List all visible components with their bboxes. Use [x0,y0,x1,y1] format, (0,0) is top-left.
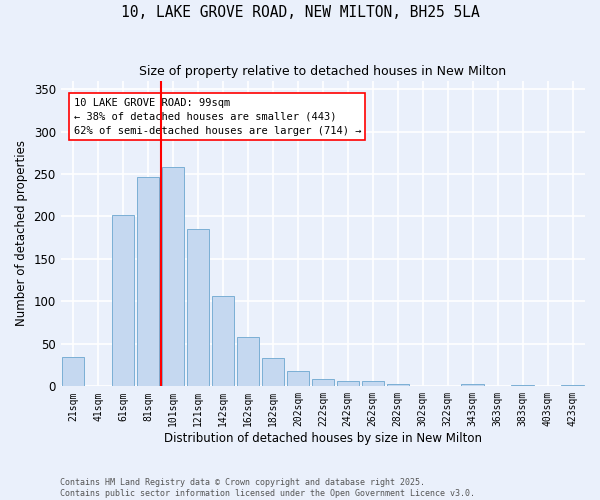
Text: 10, LAKE GROVE ROAD, NEW MILTON, BH25 5LA: 10, LAKE GROVE ROAD, NEW MILTON, BH25 5L… [121,5,479,20]
Bar [561,384,584,386]
Bar [62,356,85,386]
Bar [212,296,234,386]
Text: 10 LAKE GROVE ROAD: 99sqm
← 38% of detached houses are smaller (443)
62% of semi: 10 LAKE GROVE ROAD: 99sqm ← 38% of detac… [74,98,361,136]
Bar [461,384,484,386]
Bar [262,358,284,386]
Title: Size of property relative to detached houses in New Milton: Size of property relative to detached ho… [139,65,506,78]
X-axis label: Distribution of detached houses by size in New Milton: Distribution of detached houses by size … [164,432,482,445]
Text: Contains HM Land Registry data © Crown copyright and database right 2025.
Contai: Contains HM Land Registry data © Crown c… [60,478,475,498]
Bar [187,229,209,386]
Bar [112,215,134,386]
Bar [311,378,334,386]
Bar [162,167,184,386]
Y-axis label: Number of detached properties: Number of detached properties [15,140,28,326]
Bar [362,381,384,386]
Bar [236,337,259,386]
Bar [287,371,309,386]
Bar [337,381,359,386]
Bar [137,176,159,386]
Bar [386,384,409,386]
